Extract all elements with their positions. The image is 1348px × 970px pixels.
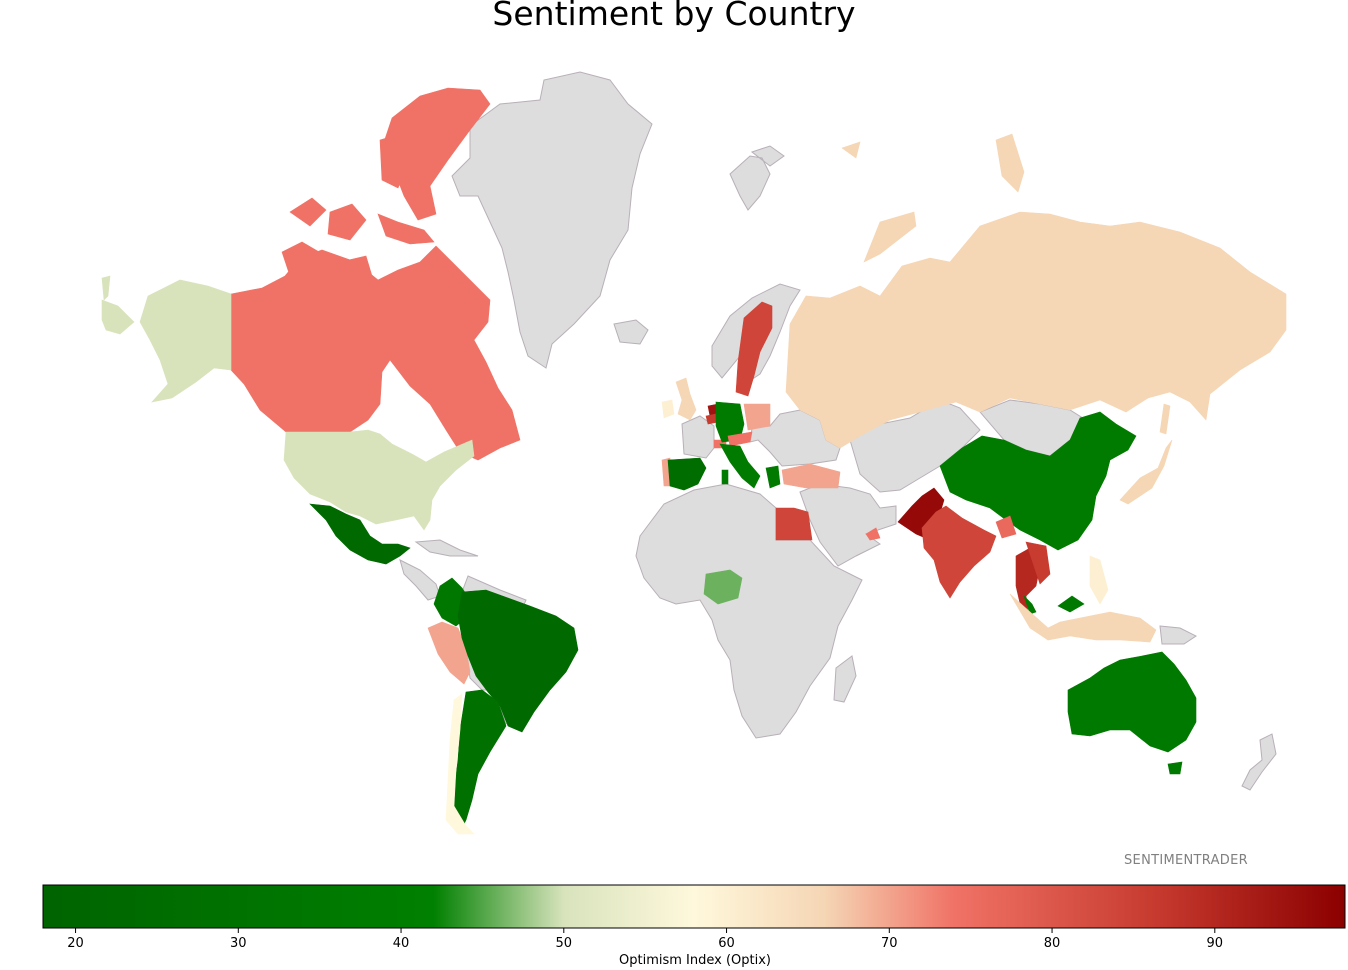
country-sweden [735, 301, 773, 397]
country-peru [427, 621, 471, 685]
country-spain [667, 457, 707, 491]
country-poland [743, 403, 771, 431]
colorbar-tick-label-70: 70 [881, 936, 898, 951]
colorbar-tick-label-90: 90 [1207, 936, 1224, 951]
colorbar-gradient [42, 884, 1346, 929]
chart-title: Sentiment by Country [492, 0, 856, 33]
no-data-region-16 [1159, 625, 1197, 645]
no-data-region-17 [1241, 733, 1277, 791]
colorbar-tick-label-30: 30 [230, 936, 247, 951]
country-india [921, 505, 997, 599]
country-ireland [661, 399, 675, 419]
country-philippines [1089, 555, 1109, 605]
country-malaysia [1023, 595, 1085, 615]
country-alaska-us [101, 275, 232, 403]
colorbar-label: Optimism Index (Optix) [619, 953, 771, 968]
country-bangladesh [995, 515, 1017, 539]
country-austria [727, 431, 753, 447]
country-united-states [283, 429, 475, 531]
country-greece [765, 465, 781, 489]
country-indonesia [1009, 593, 1157, 643]
country-russia [785, 133, 1287, 449]
country-turkey [781, 463, 841, 489]
no-data-region-1 [613, 319, 649, 345]
country-japan [1119, 403, 1173, 505]
no-data-region-4 [635, 483, 863, 739]
country-egypt [775, 507, 813, 541]
country-italy [719, 443, 761, 489]
country-chile [445, 693, 475, 835]
country-brazil [457, 589, 579, 733]
country-mexico [309, 503, 411, 565]
colorbar-tick-label-20: 20 [67, 936, 84, 951]
country-argentina [451, 689, 507, 833]
country-united-kingdom [675, 377, 697, 421]
colorbar-tick-label-80: 80 [1044, 936, 1061, 951]
country-australia [1067, 651, 1197, 775]
no-data-region-5 [833, 655, 857, 703]
country-vietnam [1025, 541, 1051, 585]
country-canada [230, 87, 521, 461]
no-data-region-11 [414, 539, 479, 557]
colorbar-tick-label-50: 50 [556, 936, 573, 951]
colorbar-tick-label-40: 40 [393, 936, 410, 951]
country-united-arab-emirates [865, 527, 881, 541]
colorbar-tick-label-60: 60 [718, 936, 735, 951]
country-nigeria [703, 569, 743, 605]
watermark: SENTIMENTRADER [1124, 853, 1248, 868]
world-map [101, 71, 1287, 835]
no-data-region-2 [729, 145, 785, 211]
no-data-region-12 [399, 559, 441, 601]
no-data-region-7 [799, 483, 897, 567]
no-data-region-0 [451, 71, 653, 369]
